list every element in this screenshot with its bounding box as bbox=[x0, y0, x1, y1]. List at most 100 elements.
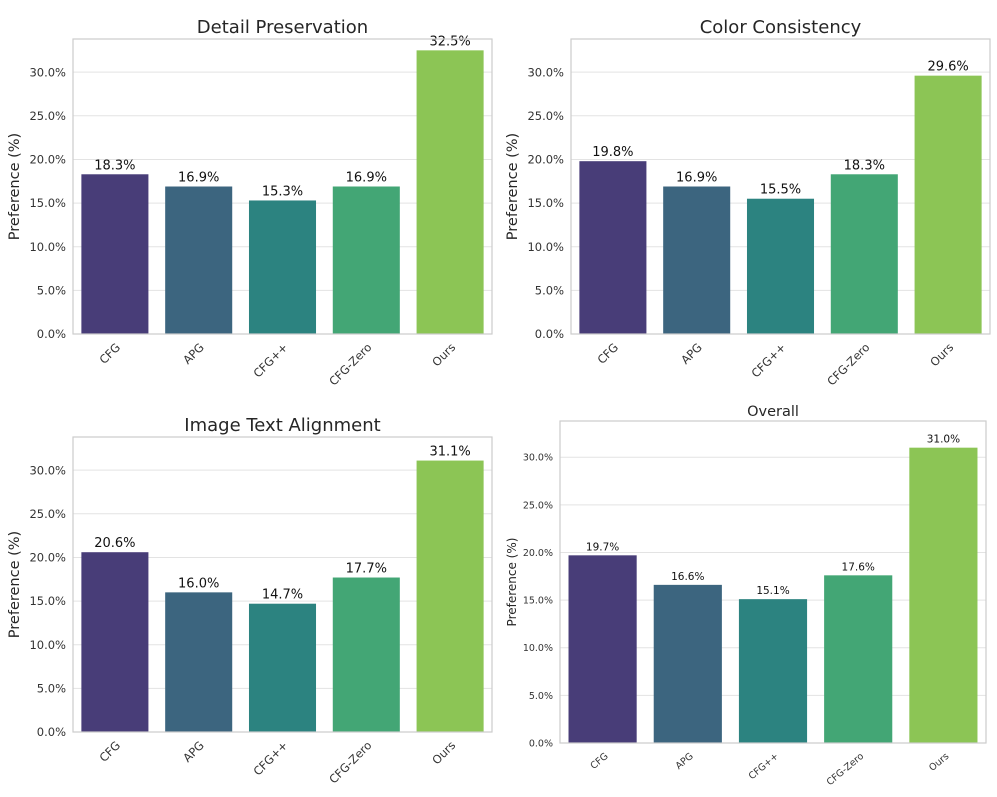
x-tick-label: CFG bbox=[594, 340, 621, 367]
y-tick-label: 10.0% bbox=[29, 638, 66, 652]
y-tick-label: 0.0% bbox=[529, 738, 553, 749]
y-tick-label: 30.0% bbox=[29, 463, 66, 477]
data-label: 16.9% bbox=[178, 171, 219, 186]
y-tick-label: 5.0% bbox=[529, 691, 553, 702]
y-tick-label: 15.0% bbox=[29, 594, 66, 608]
y-tick-label: 15.0% bbox=[29, 196, 66, 210]
x-tick-label: CFG++ bbox=[250, 340, 290, 380]
x-tick-label: Ours bbox=[927, 340, 956, 369]
y-axis-label: Preference (%) bbox=[7, 531, 23, 638]
y-axis-label: Preference (%) bbox=[7, 133, 23, 240]
bar-cfg bbox=[568, 555, 637, 743]
chart-title: Image Text Alignment bbox=[184, 415, 380, 436]
y-tick-label: 30.0% bbox=[527, 65, 564, 79]
data-label: 20.6% bbox=[94, 536, 135, 551]
bar-cfg bbox=[81, 552, 149, 732]
bar-ours bbox=[914, 75, 982, 335]
data-label: 16.9% bbox=[346, 171, 387, 186]
plot-frame bbox=[559, 420, 987, 744]
data-label: 18.3% bbox=[844, 158, 885, 173]
bar-cfg bbox=[81, 174, 149, 334]
y-tick-label: 20.0% bbox=[527, 153, 564, 167]
x-tick-label: APG bbox=[674, 751, 696, 772]
y-tick-label: 25.0% bbox=[527, 109, 564, 123]
bar-cfg-zero bbox=[830, 174, 898, 334]
y-tick-label: 5.0% bbox=[535, 284, 564, 298]
data-label: 18.3% bbox=[94, 158, 135, 173]
chart-panel-3: 0.0% 5.0% 10.0% 15.0% 20.0% 25.0% 30.0% 20.6% CF… bbox=[7, 415, 493, 786]
bar-cfg- bbox=[738, 599, 808, 743]
bar-ours bbox=[416, 50, 484, 334]
data-label: 32.5% bbox=[429, 34, 470, 49]
data-label: 15.3% bbox=[262, 184, 303, 199]
y-tick-label: 5.0% bbox=[37, 682, 66, 696]
x-tick-label: CFG-Zero bbox=[825, 751, 866, 788]
y-tick-label: 10.0% bbox=[523, 643, 553, 654]
x-tick-label: CFG bbox=[96, 340, 123, 367]
y-axis-label: Preference (%) bbox=[505, 538, 519, 627]
chart-title: Color Consistency bbox=[700, 17, 862, 38]
data-label: 29.6% bbox=[927, 60, 968, 75]
bar-apg bbox=[653, 584, 722, 743]
y-tick-label: 25.0% bbox=[29, 507, 66, 521]
data-label: 17.6% bbox=[842, 561, 875, 573]
chart-panel-4: 0.0% 5.0% 10.0% 15.0% 20.0% 25.0% 30.0% 19.7% CF… bbox=[505, 404, 987, 788]
bar-ours bbox=[909, 447, 978, 743]
x-tick-label: Ours bbox=[429, 340, 458, 369]
plot-frame bbox=[570, 38, 991, 335]
plot-frame bbox=[72, 38, 493, 335]
x-tick-label: CFG-Zero bbox=[326, 738, 374, 786]
data-label: 15.5% bbox=[760, 183, 801, 198]
y-tick-label: 20.0% bbox=[29, 551, 66, 565]
data-label: 31.1% bbox=[429, 445, 470, 460]
y-tick-label: 0.0% bbox=[37, 725, 66, 739]
x-tick-label: APG bbox=[180, 340, 207, 367]
bar-cfg-zero bbox=[824, 575, 893, 743]
y-tick-label: 30.0% bbox=[523, 453, 553, 464]
y-tick-label: 25.0% bbox=[29, 109, 66, 123]
chart-title: Detail Preservation bbox=[197, 17, 368, 38]
y-tick-label: 25.0% bbox=[523, 500, 553, 511]
x-tick-label: CFG-Zero bbox=[824, 340, 872, 388]
y-tick-label: 15.0% bbox=[527, 196, 564, 210]
bar-ours bbox=[416, 460, 484, 732]
bar-cfg bbox=[579, 161, 647, 334]
bar-cfg- bbox=[746, 198, 815, 334]
chart-panel-2: 0.0% 5.0% 10.0% 15.0% 20.0% 25.0% 30.0% 19.8% CF… bbox=[505, 17, 991, 388]
data-label: 17.7% bbox=[346, 562, 387, 577]
x-tick-label: Ours bbox=[927, 751, 951, 774]
x-tick-label: CFG++ bbox=[747, 751, 781, 782]
y-tick-label: 30.0% bbox=[29, 65, 66, 79]
data-label: 14.7% bbox=[262, 588, 303, 603]
y-tick-label: 10.0% bbox=[527, 240, 564, 254]
data-label: 19.8% bbox=[592, 145, 633, 160]
data-label: 16.6% bbox=[671, 571, 704, 583]
bar-cfg-zero bbox=[332, 577, 400, 732]
bar-apg bbox=[165, 186, 233, 334]
data-label: 31.0% bbox=[927, 434, 960, 446]
plot-frame bbox=[72, 436, 493, 733]
bar-cfg- bbox=[248, 603, 317, 732]
x-tick-label: CFG++ bbox=[748, 340, 788, 380]
x-tick-label: CFG++ bbox=[250, 738, 290, 778]
x-tick-label: CFG bbox=[96, 738, 123, 765]
data-label: 15.1% bbox=[756, 585, 789, 597]
bar-apg bbox=[165, 592, 233, 732]
chart-panel-1: 0.0% 5.0% 10.0% 15.0% 20.0% 25.0% 30.0% 18.3% CF… bbox=[7, 17, 493, 388]
y-tick-label: 20.0% bbox=[29, 153, 66, 167]
y-tick-label: 0.0% bbox=[37, 327, 66, 341]
y-tick-label: 5.0% bbox=[37, 284, 66, 298]
bar-cfg- bbox=[248, 200, 317, 334]
y-tick-label: 20.0% bbox=[523, 548, 553, 559]
x-tick-label: APG bbox=[180, 738, 207, 765]
x-tick-label: CFG-Zero bbox=[326, 340, 374, 388]
y-axis-label: Preference (%) bbox=[505, 133, 521, 240]
chart-title: Overall bbox=[747, 404, 799, 420]
data-label: 16.9% bbox=[676, 171, 717, 186]
y-tick-label: 10.0% bbox=[29, 240, 66, 254]
x-tick-label: APG bbox=[678, 340, 705, 367]
data-label: 19.7% bbox=[586, 541, 619, 553]
bar-apg bbox=[663, 186, 731, 334]
data-label: 16.0% bbox=[178, 576, 219, 591]
